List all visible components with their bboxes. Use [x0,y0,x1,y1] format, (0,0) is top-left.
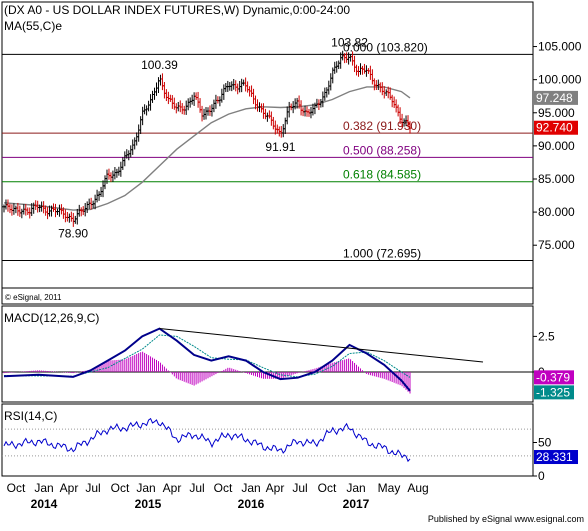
swing-label-3: 103.82 [331,35,368,49]
rsi-value-tag: 28.331 [534,450,578,464]
x-month-label: Jan [34,481,53,495]
x-year-label: 2016 [238,497,265,511]
x-month-label: May [378,481,401,495]
swing-label-1: 100.39 [141,58,178,72]
last-close-tag: 92.740 [534,121,578,135]
x-month-label: Oct [214,481,233,495]
svg-text:97.248: 97.248 [536,91,573,105]
fib-label-4: 1.000 (72.695) [343,246,421,260]
price-tick-label: 85.000 [538,172,575,186]
x-month-label: Jan [136,481,155,495]
ma-label: MA(55,C)e [4,19,62,33]
x-month-label: Jan [346,481,365,495]
rsi-tick-label: 0 [538,469,545,483]
price-tick-label: 100.000 [538,73,582,87]
x-month-label: Aug [407,481,428,495]
fib-label-2: 0.500 (88.258) [343,143,421,157]
macd-panel-label: MACD(12,26,9,C) [4,311,99,325]
fib-label-1: 0.382 (91.930) [343,119,421,133]
rsi-tick-label: 50 [538,436,552,450]
rsi-panel-label: RSI(14,C) [4,409,57,423]
swing-label-2: 91.91 [265,140,295,154]
price-panel-title: (DX A0 - US DOLLAR INDEX FUTURES,W) Dyna… [4,3,350,17]
price-tick-label: 95.000 [538,106,575,120]
x-month-label: Apr [163,481,182,495]
ma-value-tag: 97.248 [534,91,578,105]
swing-label-0: 78.90 [58,226,88,240]
x-month-label: Apr [60,481,79,495]
x-month-label: Oct [7,481,26,495]
x-month-label: Oct [111,481,130,495]
x-year-label: 2014 [31,497,58,511]
x-year-label: 2017 [343,497,370,511]
watermark: © eSignal, 2011 [5,293,62,302]
x-month-label: Jan [241,481,260,495]
macd-tick-label: 2.5 [538,329,555,343]
x-month-label: Jul [189,481,204,495]
macd-signal-tag: -0.379 [534,370,574,384]
macd-value-tag: -1.325 [534,385,574,399]
x-month-label: Jul [292,481,307,495]
price-tick-label: 75.000 [538,238,575,252]
svg-text:-1.325: -1.325 [536,385,570,399]
price-tick-label: 90.000 [538,139,575,153]
x-month-label: Oct [318,481,337,495]
x-month-label: Apr [266,481,285,495]
x-year-label: 2015 [135,497,162,511]
svg-text:92.740: 92.740 [536,121,573,135]
price-tick-label: 80.000 [538,205,575,219]
svg-text:28.331: 28.331 [536,450,573,464]
footer-credit: Published by eSignal www.esignal.com [428,514,584,524]
svg-text:-0.379: -0.379 [536,370,570,384]
price-tick-label: 105.000 [538,40,582,54]
x-month-label: Jul [85,481,100,495]
fib-label-3: 0.618 (84.585) [343,168,421,182]
